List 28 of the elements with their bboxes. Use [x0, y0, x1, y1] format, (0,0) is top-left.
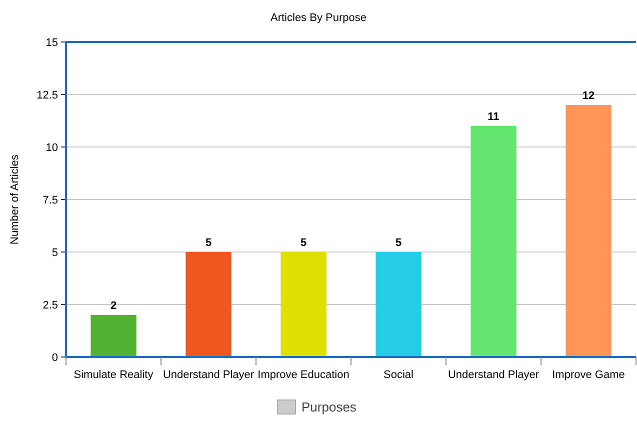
bar — [376, 252, 422, 357]
data-label: 11 — [488, 111, 500, 123]
y-tick-label: 12.5 — [36, 89, 58, 102]
data-label: 2 — [110, 300, 117, 312]
x-tick-label: Understand Player — [162, 369, 254, 381]
x-tick-label: Social — [384, 369, 414, 381]
bar — [280, 252, 326, 357]
bar — [186, 252, 232, 357]
y-tick-label: 10 — [46, 142, 58, 154]
bar — [90, 315, 136, 357]
chart-title: Articles By Purpose — [270, 12, 366, 24]
text: Purposes — [302, 400, 357, 415]
x-tick-label: Understand Player — [448, 369, 540, 381]
x-tick-label: Improve Game — [552, 369, 625, 381]
bar — [470, 126, 516, 357]
y-tick-label: 0 — [52, 352, 58, 364]
y-tick-label: 5 — [52, 246, 58, 259]
y-axis-title: Number of Articles — [9, 154, 21, 244]
x-tick-label: Improve Education — [258, 369, 350, 381]
y-tick-label: 2.5 — [42, 299, 58, 312]
data-label: 5 — [300, 237, 307, 249]
y-tick-label: 7.5 — [42, 194, 58, 206]
data-label: 12 — [582, 90, 595, 102]
data-label: 5 — [205, 237, 212, 249]
bar — [566, 105, 612, 357]
data-label: 5 — [395, 237, 402, 249]
y-tick-label: 15 — [46, 36, 58, 49]
x-tick-label: Simulate Reality — [74, 369, 154, 381]
